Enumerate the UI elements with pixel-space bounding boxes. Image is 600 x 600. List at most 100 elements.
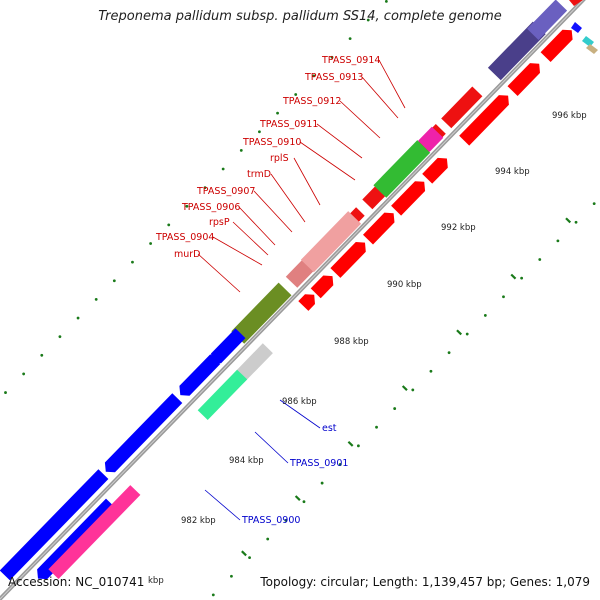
gene-label-forward: TPASS_0914 [321,55,380,66]
tick-dot [320,481,324,485]
tick-dot [149,242,153,245]
tick-dot [112,279,116,283]
kbp-label: kbp [148,576,164,586]
label-connector [238,206,276,246]
tick-dot [483,314,487,317]
tick-dot [203,186,207,190]
tick-dot [429,369,433,373]
label-connector [378,59,406,109]
forward-gene-arrow [391,181,426,216]
kbp-label: 990 kbp [387,280,422,290]
tick-dot [248,556,251,559]
forward-gene-arrow [507,63,540,96]
tick-dot [338,463,342,466]
tick-dot [312,74,316,78]
gene-label-forward: TPASS_0910 [242,137,301,148]
label-connector [204,489,241,521]
tick-dot [348,37,352,41]
major-tick [401,385,408,391]
reverse-gene-box [582,36,594,47]
gene-label-forward: murD [174,249,201,260]
tick-dot [94,298,98,301]
tick-dot [211,593,215,597]
tick-dot [411,388,415,392]
gene-features [0,0,598,581]
kbp-label: 984 kbp [229,456,264,466]
reverse-gene-arrow [179,354,221,396]
tick-dot [230,574,233,578]
tick-dot [302,500,306,504]
gene-label-reverse: TPASS_0901 [289,458,348,469]
gene-label-reverse: TPASS_0900 [241,515,300,526]
forward-gene-box [48,485,141,579]
reverse-gene-arrow [37,498,117,580]
tick-dot [592,202,596,206]
genome-backbone [0,0,586,600]
reverse-gene-arrow [211,328,246,364]
gene-label-reverse: est [322,423,337,434]
major-tick [510,273,517,280]
tick-dot [258,130,261,134]
reverse-gene-box [197,369,248,420]
forward-gene-box [418,126,444,152]
forward-gene-arrow [310,275,334,299]
tick-dot [384,0,388,3]
gene-label-forward: trmD [247,169,271,180]
major-tick [347,440,354,447]
reverse-gene-box [571,22,582,33]
label-connector [197,253,241,293]
reverse-gene-box [586,44,598,54]
tick-dot [356,444,360,448]
gene-label-forward: TPASS_0911 [259,119,318,130]
tick-dot [221,167,225,171]
tick-dot [22,372,26,376]
gene-label-forward: TPASS_0907 [196,186,255,197]
forward-gene-arrow [422,157,448,184]
gene-label-forward: TPASS_0912 [282,96,341,107]
label-connector [270,173,306,223]
tick-dot [447,351,451,355]
label-connector [254,431,289,464]
gene-label-forward: TPASS_0913 [304,72,363,83]
tick-dot [185,204,189,208]
gene-labels: TPASS_0914 TPASS_0913 TPASS_0912 TPASS_0911… [155,55,380,526]
reverse-gene-box [527,0,568,40]
tick-dot [167,223,171,227]
gene-label-forward: rplS [270,153,289,164]
tick-dot [502,295,505,299]
forward-gene-arrow [363,212,395,245]
label-connector [299,141,356,181]
forward-gene-arrow [569,0,583,6]
tick-dot [4,391,7,394]
reverse-gene-arrow [104,393,183,473]
kbp-label: 986 kbp [282,397,317,407]
major-tick [456,329,463,336]
tick-dot [40,353,44,357]
label-connector [279,399,321,429]
tick-dot [131,260,134,264]
forward-gene-box [231,282,292,344]
label-connector [253,190,293,233]
kbp-label: 982 kbp [181,516,216,526]
gene-label-forward: TPASS_0904 [155,232,214,243]
tick-dot [284,518,288,522]
tick-dot [266,537,270,541]
label-connector [212,236,263,266]
label-connector [339,100,381,139]
tick-dot [58,335,62,339]
tick-dot [366,18,370,22]
tick-dot [330,55,334,59]
label-connector [293,157,321,206]
major-tick [294,495,301,501]
minor-tick-dots [4,0,596,597]
map-title: Treponema pallidum subsp. pallidum SS14,… [98,9,502,24]
forward-gene-arrow [459,95,509,146]
kbp-label: 996 kbp [552,111,587,121]
kbp-label: 988 kbp [334,337,369,347]
label-connector [232,221,269,256]
topology-text: Topology: circular; Length: 1,139,457 bp… [260,575,590,589]
reverse-gene-box [0,469,109,581]
kbp-label: 994 kbp [495,167,530,177]
